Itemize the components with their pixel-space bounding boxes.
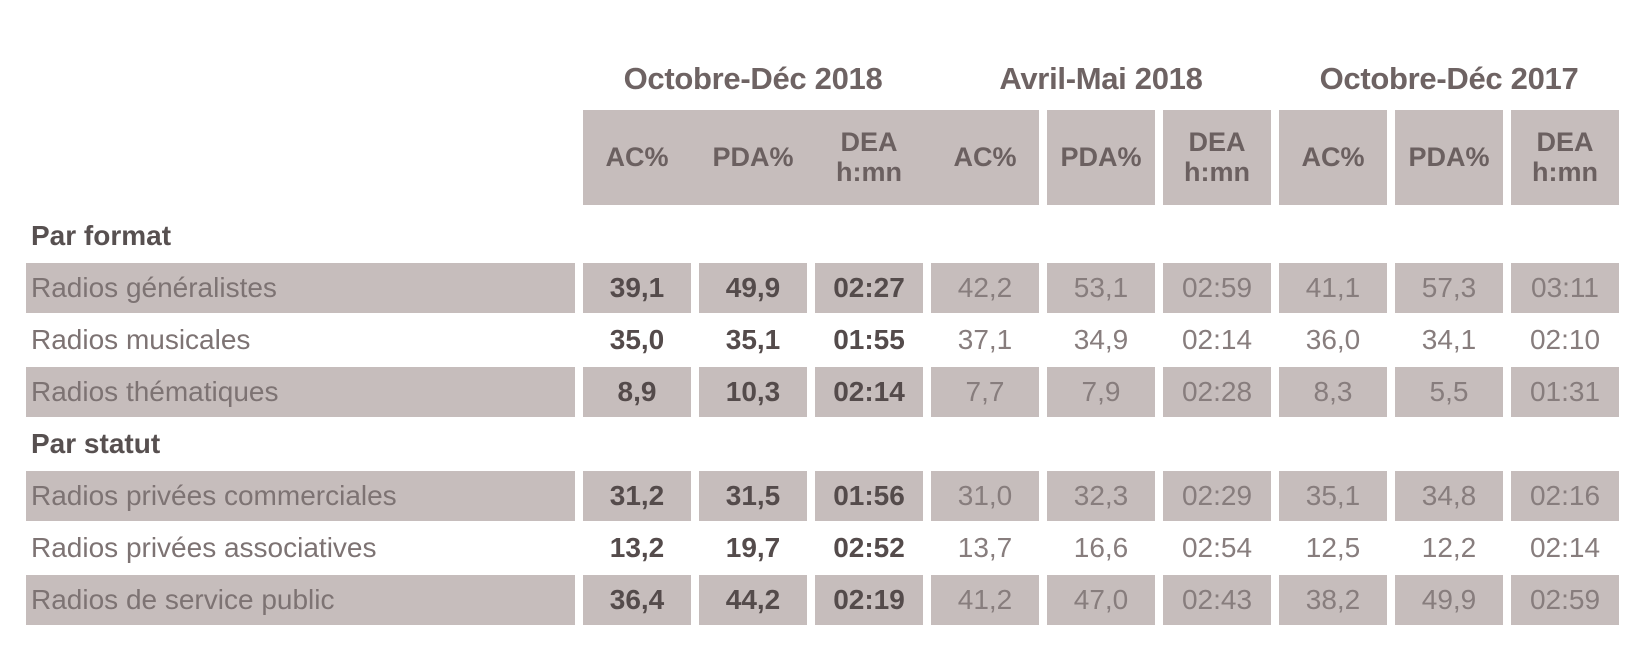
data-cell: 36,4 <box>583 575 691 625</box>
row-label: Radios thématiques <box>26 367 575 417</box>
row-label: Radios privées commerciales <box>26 471 575 521</box>
table-row: Radios privées associatives 13,2 19,7 02:52… <box>26 522 1619 574</box>
section-title: Par format <box>31 220 172 251</box>
column-header-cell: DEA h:mn <box>1511 110 1619 205</box>
data-cell: 37,1 <box>957 324 1013 355</box>
column-header-cell: AC% <box>953 141 1017 172</box>
data-cell: 34,9 <box>1073 324 1129 355</box>
data-cell: 34,1 <box>1421 324 1477 355</box>
data-cell: 02:59 <box>1163 263 1271 313</box>
column-header-cell: AC% <box>1279 110 1387 205</box>
data-cell: 02:16 <box>1511 471 1619 521</box>
period-title: Octobre-Déc 2018 <box>623 61 883 96</box>
data-cell: 41,2 <box>931 575 1039 625</box>
data-cell: 49,9 <box>699 263 807 313</box>
data-cell: 8,3 <box>1279 367 1387 417</box>
period-title: Octobre-Déc 2017 <box>1319 61 1579 96</box>
data-cell: 5,5 <box>1395 367 1503 417</box>
section-title: Par statut <box>31 428 161 459</box>
data-cell: 03:11 <box>1511 263 1619 313</box>
data-cell: 12,2 <box>1421 532 1477 563</box>
data-cell: 44,2 <box>699 575 807 625</box>
data-cell: 16,6 <box>1073 532 1129 563</box>
data-cell: 7,7 <box>931 367 1039 417</box>
column-header-cell: PDA% <box>712 141 794 172</box>
data-cell: 38,2 <box>1279 575 1387 625</box>
header-merged-block: AC% PDA% DEA h:mn AC% <box>583 110 1039 205</box>
table-row: Radios généralistes 39,1 49,9 02:27 42,2 53,1… <box>26 262 1619 314</box>
data-cell: 19,7 <box>725 532 781 563</box>
table-row: Radios privées commerciales 31,2 31,5 01:56… <box>26 470 1619 522</box>
data-cell: 01:31 <box>1511 367 1619 417</box>
row-label: Radios privées associatives <box>31 532 377 563</box>
data-cell: 53,1 <box>1047 263 1155 313</box>
data-cell: 13,2 <box>609 532 665 563</box>
row-label: Radios généralistes <box>26 263 575 313</box>
header-label-spacer <box>26 110 575 205</box>
data-cell: 34,8 <box>1395 471 1503 521</box>
table-row: Radios thématiques 8,9 10,3 02:14 7,7 7,9 02:2… <box>26 366 1619 418</box>
data-cell: 02:14 <box>1181 324 1253 355</box>
data-cell: 02:27 <box>815 263 923 313</box>
data-cell: 02:54 <box>1181 532 1253 563</box>
period-titles-spacer <box>26 79 575 80</box>
data-cell: 47,0 <box>1047 575 1155 625</box>
column-header-cell: DEA h:mn <box>836 127 902 187</box>
row-label: Radios de service public <box>26 575 575 625</box>
data-cell: 02:14 <box>815 367 923 417</box>
data-cell: 02:52 <box>833 532 905 563</box>
data-cell: 02:19 <box>815 575 923 625</box>
data-cell: 02:14 <box>1529 532 1601 563</box>
data-cell: 57,3 <box>1395 263 1503 313</box>
table-row: Radios musicales 35,0 35,1 01:55 37,1 34,9 02:… <box>26 314 1619 366</box>
data-cell: 35,1 <box>1279 471 1387 521</box>
period-title: Avril-Mai 2018 <box>999 61 1203 96</box>
data-cell: 32,3 <box>1047 471 1155 521</box>
data-cell: 35,1 <box>725 324 781 355</box>
data-cell: 41,1 <box>1279 263 1387 313</box>
data-cell: 02:28 <box>1163 367 1271 417</box>
column-header-cell: AC% <box>605 141 669 172</box>
data-cell: 12,5 <box>1305 532 1361 563</box>
data-cell: 01:55 <box>833 324 905 355</box>
table-row: Radios de service public 36,4 44,2 02:19 41,… <box>26 574 1619 626</box>
data-cell: 02:59 <box>1511 575 1619 625</box>
metric-header-row: AC% PDA% DEA h:mn AC% PDA% DEA h:mn AC% PDA% DEA… <box>26 110 1619 205</box>
data-cell: 31,2 <box>583 471 691 521</box>
data-cell: 49,9 <box>1395 575 1503 625</box>
data-cell: 13,7 <box>957 532 1013 563</box>
data-cell: 7,9 <box>1047 367 1155 417</box>
period-titles-row: Octobre-Déc 2018 Avril-Mai 2018 Octobre-Dé… <box>26 54 1619 104</box>
data-cell: 01:56 <box>815 471 923 521</box>
data-cell: 36,0 <box>1305 324 1361 355</box>
data-cell: 02:43 <box>1163 575 1271 625</box>
data-cell: 35,0 <box>609 324 665 355</box>
data-cell: 02:10 <box>1529 324 1601 355</box>
section-title-row: Par format <box>26 210 1619 262</box>
data-cell: 39,1 <box>583 263 691 313</box>
data-cell: 10,3 <box>699 367 807 417</box>
data-cell: 42,2 <box>931 263 1039 313</box>
data-cell: 31,0 <box>931 471 1039 521</box>
column-header-cell: DEA h:mn <box>1163 110 1271 205</box>
table-body: Par format Radios généralistes 39,1 49,9 02:… <box>26 210 1619 626</box>
data-cell: 02:29 <box>1163 471 1271 521</box>
column-header-cell: PDA% <box>1395 110 1503 205</box>
data-cell: 8,9 <box>583 367 691 417</box>
column-header-cell: PDA% <box>1047 110 1155 205</box>
data-cell: 31,5 <box>699 471 807 521</box>
row-label: Radios musicales <box>31 324 251 355</box>
section-title-row: Par statut <box>26 418 1619 470</box>
